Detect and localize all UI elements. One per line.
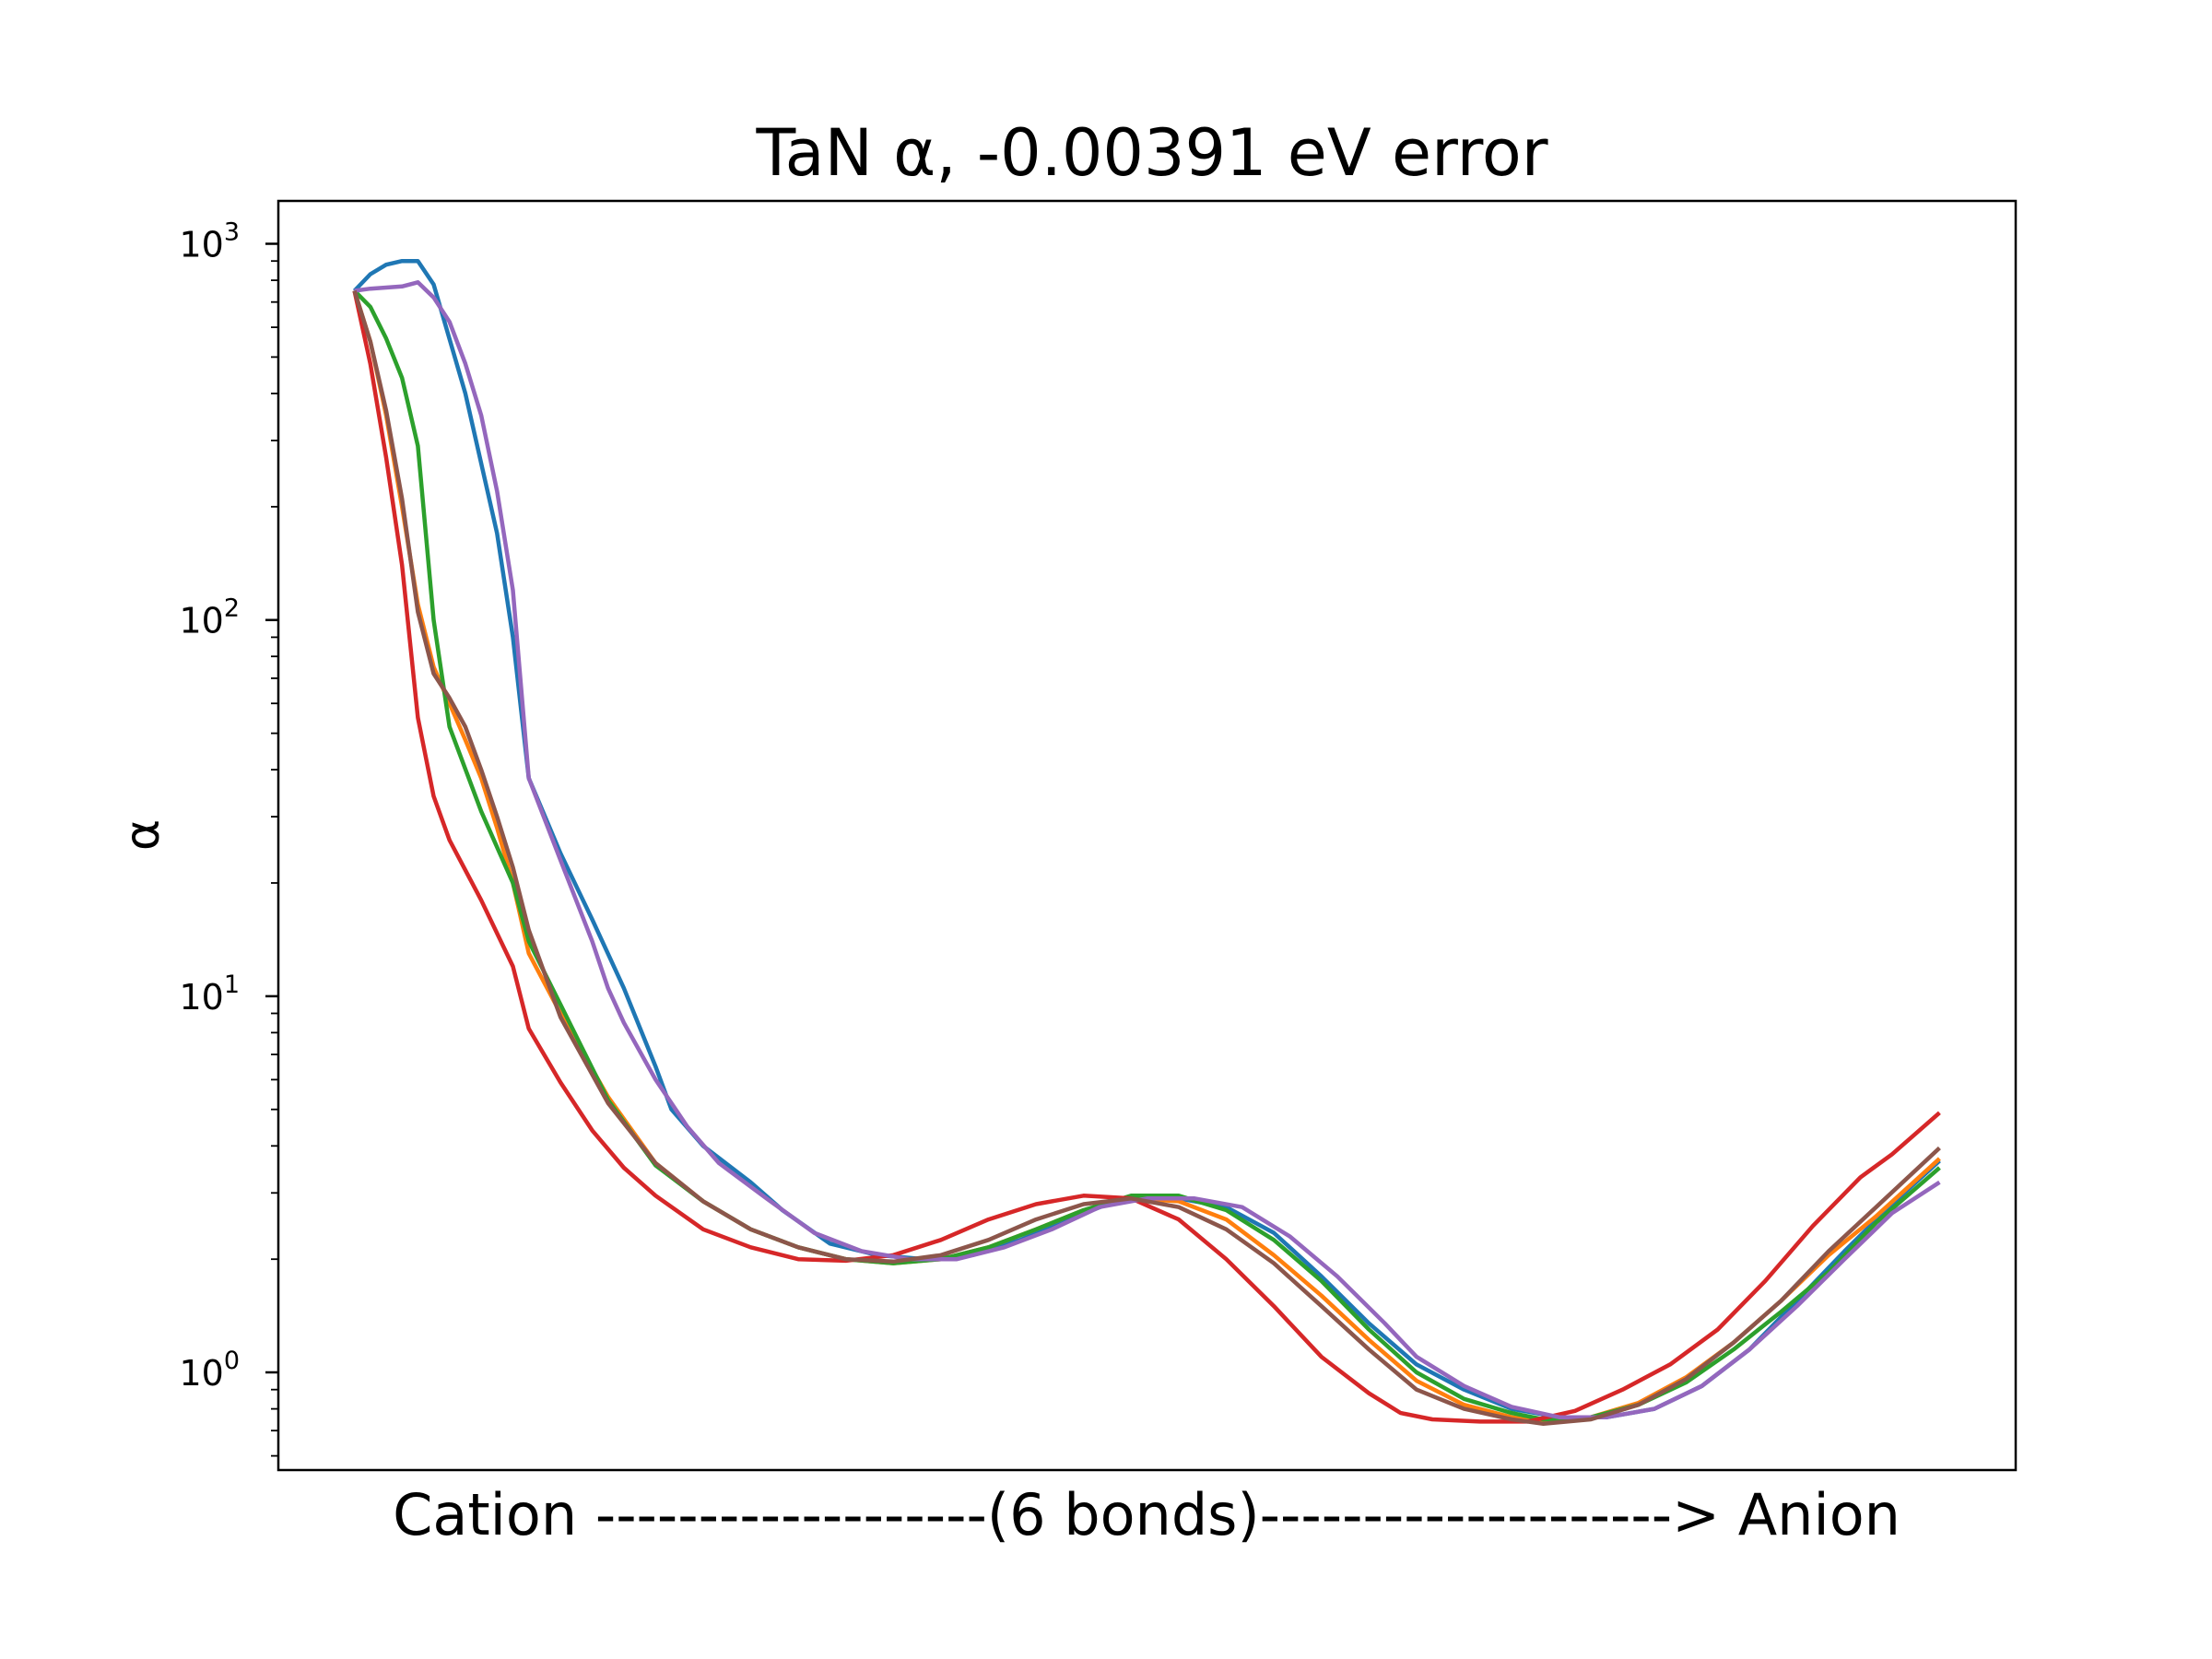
y-tick-label-base: 10: [179, 977, 223, 1018]
y-tick-label-base: 10: [179, 1353, 223, 1394]
chart-title: TaN α, -0.00391 eV error: [756, 115, 1548, 191]
plot-series-group: [352, 258, 1941, 1427]
y-tick-label-exponent: 1: [224, 971, 240, 999]
y-tick-label: 102: [179, 594, 240, 641]
y-tick-label-base: 10: [179, 601, 223, 641]
y-tick-label: 103: [179, 218, 240, 265]
series-line-6: [352, 289, 1941, 1427]
y-tick-label: 100: [179, 1347, 240, 1394]
x-axis-label: Cation -------------------(6 bonds)-----…: [393, 1481, 1900, 1548]
y-tick-label: 101: [179, 971, 240, 1018]
y-axis-label: α: [115, 819, 171, 851]
y-tick-label-base: 10: [179, 225, 223, 265]
y-tick-label-exponent: 2: [224, 594, 240, 623]
plot-area-frame: [276, 199, 2018, 1472]
y-tick-label-exponent: 0: [224, 1347, 240, 1375]
y-tick-label-exponent: 3: [224, 218, 240, 247]
series-line-4: [352, 290, 1941, 1424]
